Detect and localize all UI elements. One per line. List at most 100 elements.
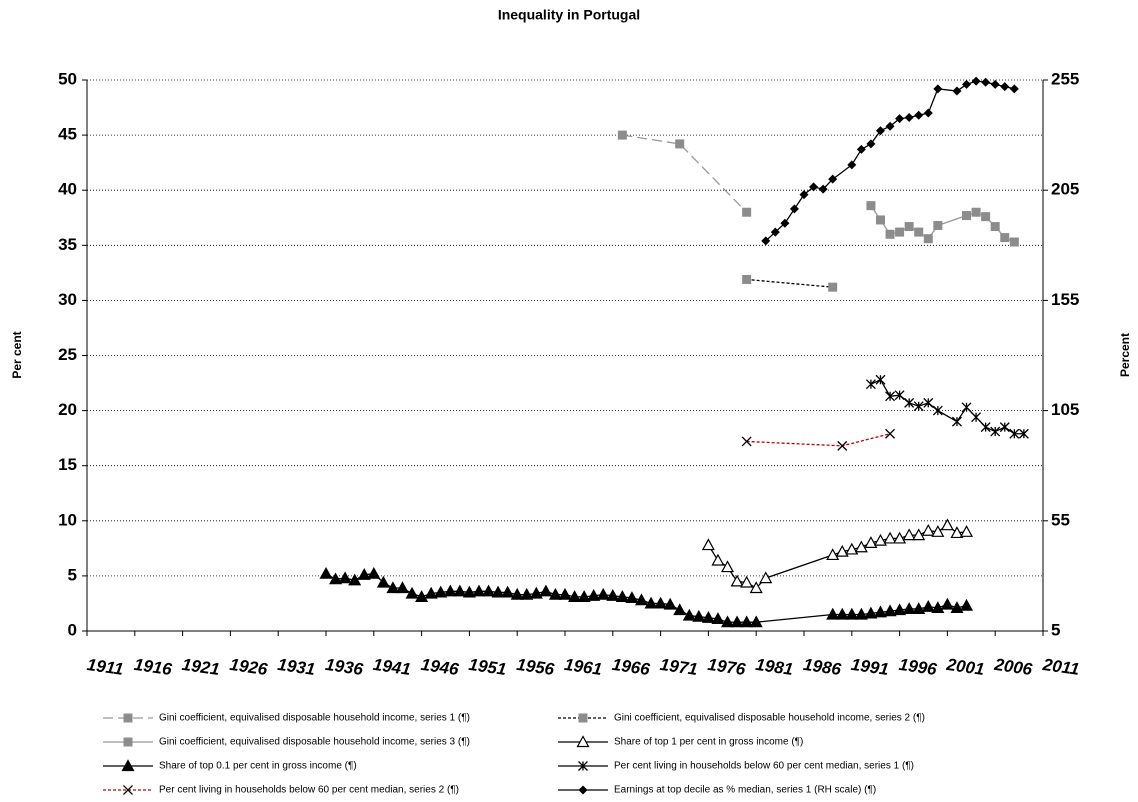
- data-point: [673, 603, 687, 616]
- series-line: [746, 433, 891, 447]
- data-point: [596, 587, 610, 600]
- y-tick-label: 35: [58, 235, 77, 254]
- data-point: [606, 588, 620, 601]
- data-point: [415, 590, 429, 602]
- data-point: [914, 110, 924, 120]
- x-tick-label: 1921: [181, 655, 221, 679]
- data-point: [873, 605, 887, 618]
- data-point: [329, 572, 343, 585]
- data-point: [981, 212, 991, 222]
- data-point: [835, 607, 849, 620]
- data-point: [962, 79, 972, 89]
- data-point: [981, 77, 991, 87]
- data-point: [770, 227, 780, 237]
- legend-label: Gini coefficient, equivalised disposable…: [159, 737, 470, 748]
- data-point: [835, 544, 849, 557]
- data-point: [809, 182, 819, 192]
- x-tick-label: 1961: [563, 655, 603, 679]
- data-point: [520, 587, 534, 600]
- data-point: [395, 581, 409, 594]
- data-point: [933, 84, 943, 94]
- data-point: [847, 160, 857, 170]
- legend-marker: [578, 713, 588, 723]
- legend-label: Per cent living in households below 60 p…: [614, 761, 914, 772]
- data-point: [780, 218, 790, 228]
- data-point: [885, 229, 895, 239]
- data-point: [826, 548, 840, 561]
- data-point: [873, 533, 887, 546]
- x-tick-label: 2011: [1041, 655, 1081, 679]
- legend-label: Per cent living in households below 60 p…: [159, 785, 459, 796]
- x-tick-label: 1911: [86, 655, 125, 679]
- x-tick-label: 1916: [133, 655, 174, 679]
- data-point: [883, 531, 897, 544]
- data-point: [893, 531, 907, 544]
- series-line: [622, 134, 748, 213]
- data-point: [950, 526, 964, 539]
- data-point: [885, 391, 895, 402]
- data-point: [962, 211, 972, 221]
- y-tick-label: 10: [58, 510, 77, 529]
- data-point: [828, 282, 838, 292]
- data-point: [1009, 84, 1019, 94]
- data-point: [587, 588, 601, 601]
- data-point: [960, 525, 974, 537]
- data-point: [904, 112, 914, 122]
- x-tick-label: 1931: [276, 655, 316, 679]
- data-point: [875, 374, 886, 385]
- data-point: [376, 575, 390, 588]
- legend-label: Earnings at top decile as % median, seri…: [614, 785, 876, 796]
- data-point: [932, 405, 943, 416]
- y-tick-label: 15: [58, 455, 77, 474]
- x-tick-label: 1926: [228, 655, 269, 679]
- data-point: [904, 397, 915, 408]
- data-point: [971, 76, 981, 86]
- data-point: [1009, 237, 1019, 247]
- data-point: [921, 600, 935, 612]
- legend-marker: [578, 785, 588, 795]
- data-point: [854, 607, 868, 620]
- data-point: [990, 222, 1000, 232]
- data-point: [367, 566, 381, 579]
- data-point: [923, 234, 933, 244]
- x-tick-label: 1996: [898, 655, 939, 679]
- data-point: [864, 606, 878, 619]
- data-point: [1000, 233, 1010, 243]
- y2-tick-label: 205: [1051, 180, 1079, 199]
- legend-label: Gini coefficient, equivalised disposable…: [614, 713, 925, 724]
- data-point: [971, 207, 981, 217]
- data-point: [701, 611, 715, 623]
- data-point: [875, 215, 885, 225]
- data-point: [931, 601, 945, 613]
- data-point: [940, 597, 954, 610]
- data-point: [828, 174, 838, 184]
- data-point: [741, 436, 752, 447]
- data-point: [799, 190, 809, 200]
- data-point: [462, 585, 476, 598]
- data-point: [895, 227, 905, 237]
- data-point: [740, 615, 754, 628]
- data-point: [1018, 428, 1029, 439]
- data-point: [865, 379, 876, 390]
- data-point: [923, 397, 934, 408]
- data-point: [319, 566, 333, 579]
- y-tick-label: 40: [58, 180, 77, 199]
- data-point: [617, 130, 627, 140]
- data-point: [931, 525, 945, 537]
- data-point: [885, 428, 895, 439]
- y-tick-label: 45: [58, 125, 77, 144]
- data-point: [338, 571, 352, 584]
- x-tick-label: 1956: [515, 655, 556, 679]
- data-point: [940, 518, 954, 531]
- data-point: [701, 538, 715, 551]
- data-point: [386, 581, 400, 594]
- data-point: [730, 574, 744, 587]
- data-point: [837, 440, 848, 451]
- data-point: [625, 591, 639, 604]
- data-point: [548, 587, 562, 600]
- data-point: [568, 590, 582, 602]
- data-point: [740, 575, 754, 588]
- data-point: [990, 426, 1001, 437]
- data-point: [577, 590, 591, 602]
